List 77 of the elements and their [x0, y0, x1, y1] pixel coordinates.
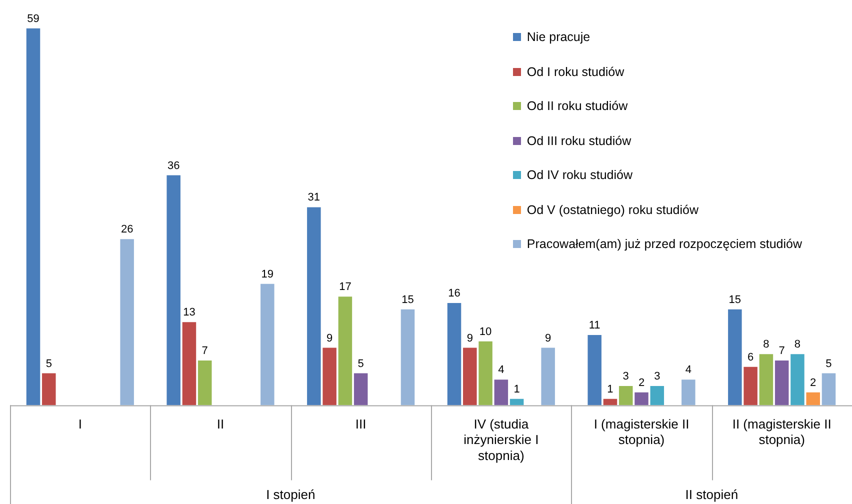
- data-label: 13: [183, 306, 196, 319]
- x-tick-label: I: [78, 416, 82, 432]
- data-label: 8: [794, 338, 801, 351]
- data-label: 15: [728, 294, 742, 306]
- data-label: 6: [747, 351, 754, 364]
- x-tick-label: IV (studia inżynierskie I stopnia): [464, 416, 539, 463]
- bar: [588, 334, 602, 406]
- bar: [338, 296, 352, 406]
- data-label: 2: [810, 376, 816, 389]
- x-tick-label: III: [355, 416, 366, 432]
- data-label: 2: [638, 376, 645, 389]
- data-label: 5: [358, 358, 364, 370]
- data-label: 3: [622, 370, 629, 383]
- bar: [26, 28, 40, 406]
- legend-label: Od III roku studiów: [526, 134, 632, 148]
- data-label: 15: [402, 294, 414, 306]
- data-label: 7: [778, 345, 785, 358]
- text: I stopień: [266, 487, 316, 502]
- legend-label: Pracowałem(am) już przed rozpoczęciem studiów: [526, 237, 802, 252]
- data-label: 26: [120, 224, 134, 236]
- data-label: 1: [514, 383, 520, 396]
- bar: [463, 348, 477, 406]
- x-tick-label: II (magisterskie II stopnia): [732, 416, 832, 448]
- x-tick-label: I (magisterskie II stopnia): [594, 416, 690, 448]
- data-label: 9: [466, 332, 473, 344]
- bar: [510, 398, 524, 406]
- legend-label: Od II roku studiów: [526, 99, 628, 114]
- bar: [790, 354, 804, 406]
- data-label: 31: [308, 192, 320, 204]
- data-label: 7: [202, 345, 208, 358]
- bar: [166, 175, 180, 406]
- bar: [618, 386, 633, 406]
- data-label: 4: [685, 364, 692, 376]
- bar: [744, 366, 758, 406]
- bar: [260, 284, 274, 406]
- data-label: 3: [654, 370, 660, 383]
- bar: [198, 360, 212, 406]
- data-label: 4: [498, 364, 504, 376]
- text: II stopień: [685, 487, 738, 502]
- data-label: 8: [763, 338, 770, 351]
- bar: [120, 239, 134, 406]
- bar: [682, 380, 696, 406]
- data-label: 59: [27, 12, 40, 25]
- bar: [478, 341, 492, 406]
- bar: [728, 309, 742, 406]
- bar: [634, 392, 648, 406]
- bar: [354, 373, 368, 406]
- legend-label: Od IV roku studiów: [526, 168, 632, 182]
- bar: [541, 348, 555, 406]
- bar: [494, 380, 508, 406]
- legend-label: Od V (ostatniego) roku studiów: [526, 202, 699, 217]
- legend-label: Od I roku studiów: [526, 64, 624, 79]
- bar: [650, 386, 664, 406]
- bar: [822, 373, 836, 406]
- bar: [806, 392, 820, 406]
- data-label: 11: [588, 319, 600, 332]
- data-label: 36: [167, 160, 180, 172]
- bar: [322, 348, 336, 406]
- bar: [42, 373, 56, 406]
- bar: [774, 360, 789, 406]
- data-label: 19: [261, 268, 274, 280]
- bar: [759, 354, 774, 406]
- data-label: 5: [46, 358, 52, 370]
- data-label: 10: [479, 326, 492, 338]
- data-label: 1: [607, 383, 614, 396]
- bar: [400, 309, 415, 406]
- data-label: 17: [339, 281, 352, 294]
- bar: [307, 207, 321, 406]
- bar: [182, 322, 196, 406]
- x-tick-label: II: [216, 416, 224, 432]
- bar: [447, 303, 462, 406]
- data-label: 9: [545, 332, 552, 344]
- data-label: 9: [326, 332, 333, 344]
- legend-label: Nie pracuje: [526, 30, 590, 44]
- bar: [603, 398, 618, 406]
- data-label: 16: [448, 288, 460, 300]
- data-label: 5: [826, 358, 832, 370]
